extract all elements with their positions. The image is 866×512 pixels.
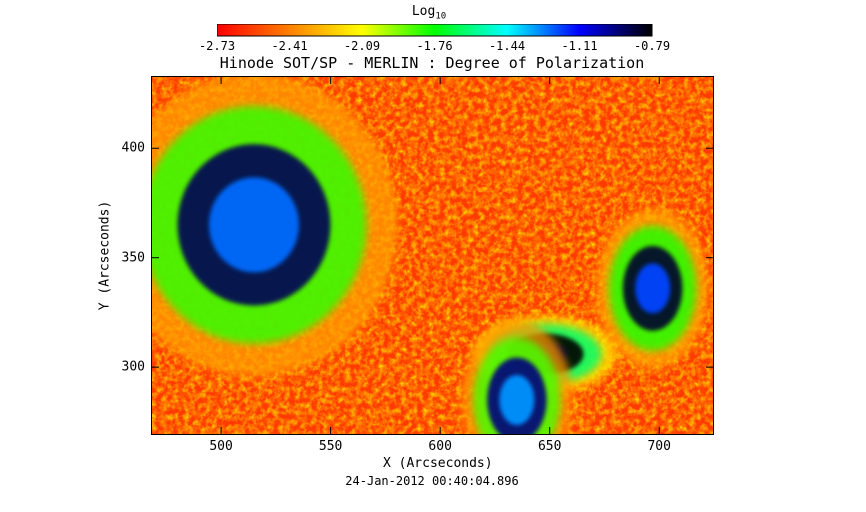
- y-axis-label: Y (Arcseconds): [97, 200, 113, 311]
- x-tick-label: 700: [647, 439, 671, 454]
- y-tick-label: 400: [121, 140, 145, 156]
- colorbar: [217, 24, 653, 37]
- colorbar-tick-label: -1.44: [488, 39, 526, 53]
- x-axis-label: X (Arcseconds): [383, 456, 493, 471]
- chart-title: Hinode SOT/SP - MERLIN : Degree of Polar…: [219, 54, 645, 72]
- y-axis-ticks: [151, 147, 714, 368]
- colorbar-tick-label: -1.11: [561, 39, 598, 53]
- colorbar-tick-label: -2.73: [198, 39, 236, 53]
- colorbar-tick-label: -2.41: [271, 39, 308, 53]
- east-network-cluster-core: [208, 177, 299, 273]
- west-network-patch-core: [635, 263, 671, 314]
- colorbar-tick-label: -0.79: [633, 39, 671, 53]
- heatmap-features: [151, 76, 709, 435]
- colorbar-tick-label: -2.09: [343, 39, 381, 53]
- x-tick-label: 600: [428, 439, 452, 454]
- colorbar-gradient: [217, 24, 653, 37]
- y-tick-label: 350: [121, 250, 145, 266]
- heatmap-plot: [151, 76, 714, 435]
- colorbar-title-base: Log: [411, 4, 436, 19]
- south-plage-core: [499, 374, 535, 425]
- colorbar-tick-label: -1.76: [416, 39, 453, 53]
- plot-frame: [151, 76, 714, 435]
- x-axis-ticks: [220, 76, 660, 435]
- y-tick-label: 300: [121, 359, 145, 375]
- x-tick-label: 550: [318, 439, 343, 454]
- x-tick-label: 650: [537, 439, 562, 454]
- colorbar-title-subscript: 10: [435, 11, 447, 22]
- x-tick-label: 500: [209, 439, 233, 454]
- colorbar-title: Log10: [404, 4, 454, 22]
- timestamp: 24-Jan-2012 00:40:04.896: [345, 474, 519, 488]
